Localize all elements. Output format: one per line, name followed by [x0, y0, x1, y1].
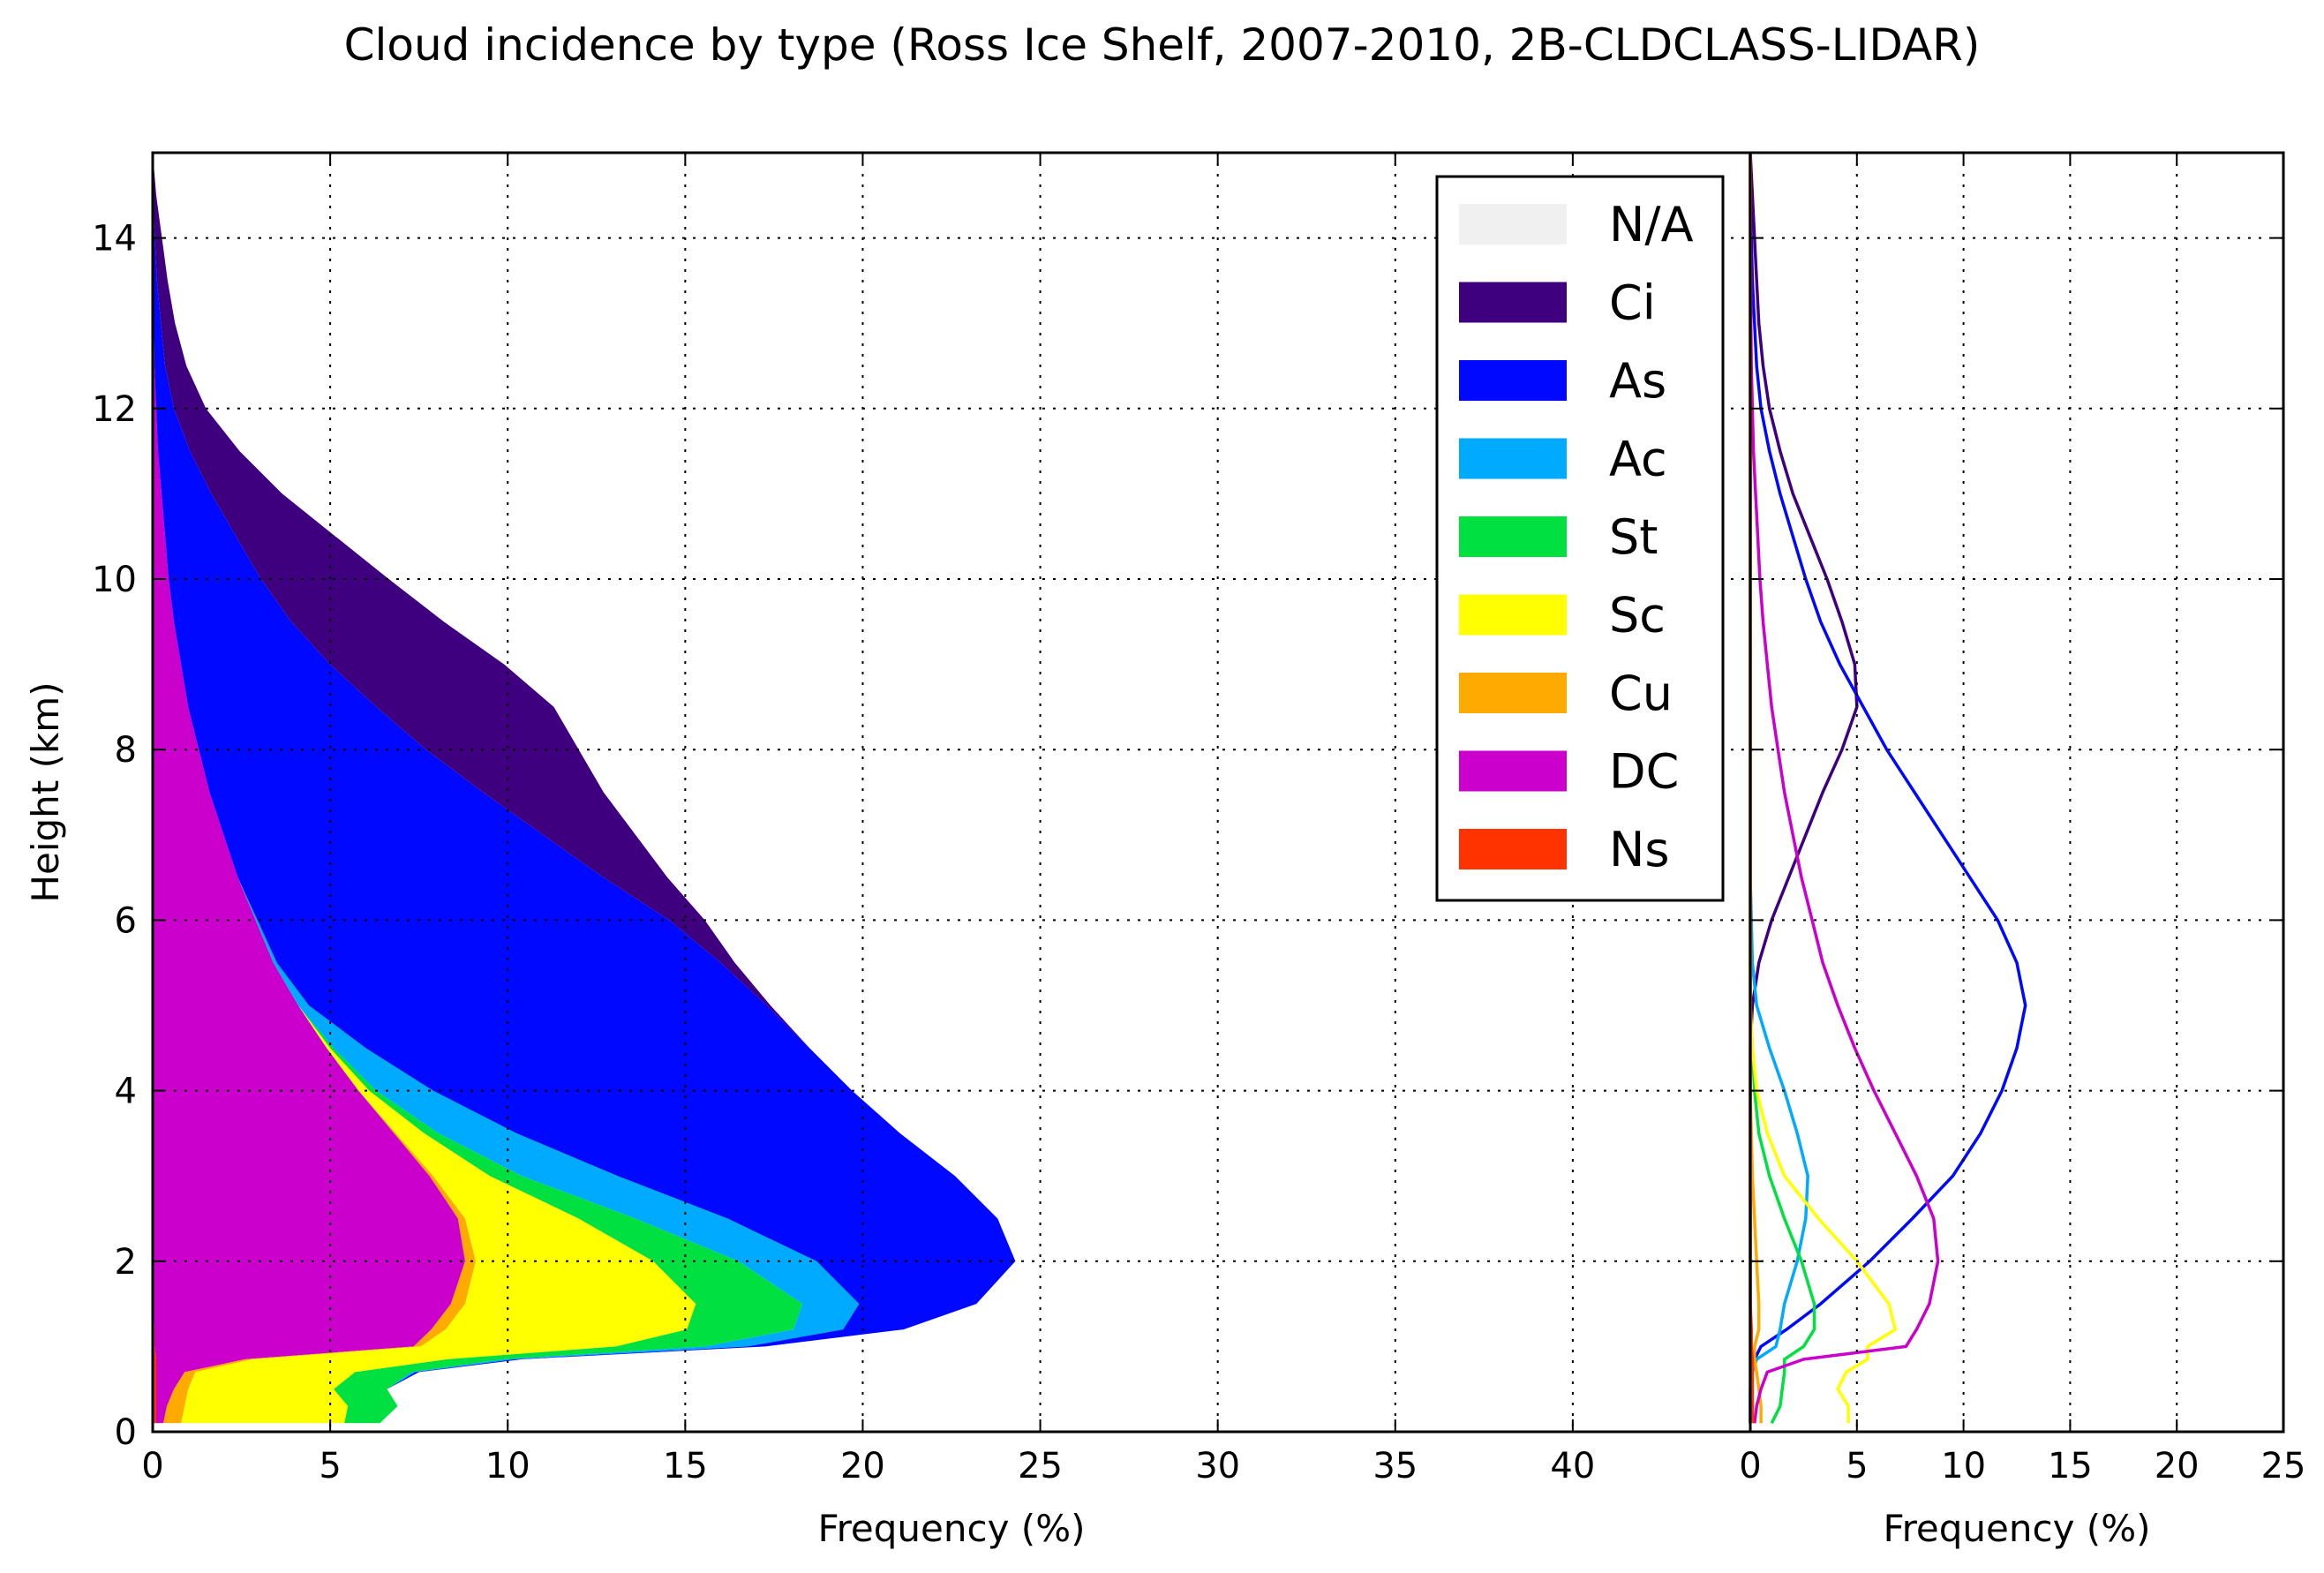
- line-series: [1749, 152, 2027, 1425]
- y-tick-label: 14: [92, 219, 137, 260]
- x-axis-label-right: Frequency (%): [1883, 1507, 2150, 1550]
- x-axis-label-left: Frequency (%): [817, 1507, 1085, 1550]
- legend-label: N/A: [1609, 197, 1694, 252]
- legend-label: St: [1609, 509, 1658, 565]
- legend-swatch-ac: [1459, 438, 1567, 479]
- tick-labels: 0 5 10 15 20 25 30 35 40 0 2 4 6 8 10 12 14 0 5 10 15 20 25: [92, 153, 2305, 1486]
- legend-label: Cu: [1609, 666, 1673, 721]
- area-dc: [153, 153, 465, 1424]
- y-tick-label: 8: [115, 730, 137, 771]
- legend-swatch-sc: [1459, 594, 1567, 636]
- x-tick-label: 25: [2261, 1446, 2306, 1486]
- line-sc: [1749, 153, 1898, 1424]
- x-tick-label: 40: [1550, 1446, 1595, 1486]
- x-tick-label: 10: [1941, 1446, 1986, 1486]
- y-tick-label: 6: [115, 900, 137, 941]
- legend-label: Sc: [1609, 588, 1666, 644]
- legend-swatch-ci: [1459, 282, 1567, 323]
- legend-swatch-na: [1459, 204, 1567, 245]
- axes-frame-right: [1749, 151, 2285, 1434]
- area-sc: [153, 153, 696, 1424]
- area-st: [153, 153, 803, 1424]
- x-tick-label: 5: [1846, 1446, 1868, 1486]
- x-tick-label: 15: [2048, 1446, 2093, 1486]
- legend-label: As: [1609, 353, 1666, 409]
- y-axis-label: Height (km): [24, 681, 67, 902]
- x-tick-label: 15: [663, 1446, 708, 1486]
- x-tick-label: 0: [141, 1446, 163, 1486]
- x-tick-label: 20: [2155, 1446, 2200, 1486]
- legend-swatch-ns: [1459, 829, 1567, 869]
- legend-swatch-dc: [1459, 750, 1567, 792]
- line-ac: [1749, 153, 1809, 1424]
- x-tick-label: 0: [1739, 1446, 1761, 1486]
- grid-left: [153, 153, 1750, 1432]
- legend-label: DC: [1609, 744, 1679, 800]
- x-tick-label: 20: [840, 1446, 885, 1486]
- y-tick-label: 0: [115, 1412, 137, 1453]
- x-tick-label: 5: [319, 1446, 341, 1486]
- y-tick-label: 2: [115, 1242, 137, 1283]
- legend-swatch-st: [1459, 516, 1567, 557]
- legend-label: Ci: [1609, 275, 1656, 331]
- stacked-area-layers: [153, 153, 1750, 1432]
- x-tick-label: 30: [1195, 1446, 1240, 1486]
- area-as: [153, 153, 1016, 1424]
- legend-label: Ac: [1609, 432, 1667, 487]
- grid-right: [1750, 153, 2283, 1432]
- y-tick-label: 4: [115, 1072, 137, 1112]
- y-tick-label: 10: [92, 560, 137, 600]
- surface-gap: [153, 1423, 1750, 1432]
- chart-title: Cloud incidence by type (Ross Ice Shelf,…: [343, 19, 1981, 71]
- x-tick-label: 35: [1373, 1446, 1418, 1486]
- legend-label: Ns: [1609, 822, 1670, 877]
- legend: N/A Ci As Ac St Sc Cu DC Ns: [1435, 175, 1725, 902]
- line-dc: [1749, 153, 1940, 1424]
- legend-swatch-as: [1459, 360, 1567, 401]
- x-tick-label: 25: [1018, 1446, 1063, 1486]
- x-tick-label: 10: [485, 1446, 530, 1486]
- legend-swatch-cu: [1459, 673, 1567, 713]
- area-ci: [153, 153, 1016, 1424]
- y-tick-label: 12: [92, 389, 137, 430]
